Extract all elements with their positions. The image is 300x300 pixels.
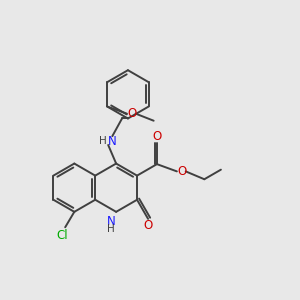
Text: N: N [108,135,117,148]
Text: H: H [107,224,115,235]
Text: N: N [106,215,115,228]
Text: H: H [99,136,107,146]
Text: Cl: Cl [56,229,68,242]
Text: O: O [143,219,153,232]
Text: O: O [152,130,162,143]
Text: O: O [178,165,187,178]
Text: O: O [127,107,136,120]
